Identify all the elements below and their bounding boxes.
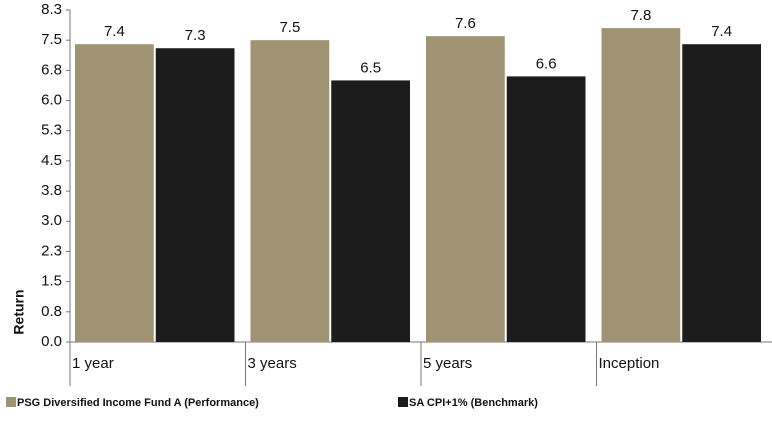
legend-swatch (6, 397, 16, 407)
y-tick-label: 1.5 (41, 273, 62, 290)
y-tick-label: 2.3 (41, 242, 62, 259)
x-tick-label: Inception (599, 355, 660, 372)
y-tick-label: 3.0 (41, 212, 62, 229)
bar (331, 80, 410, 342)
bar (155, 48, 235, 342)
data-label: 7.5 (279, 19, 300, 36)
bar (682, 44, 761, 343)
x-tick-label: 3 years (248, 355, 297, 372)
legend-label: SA CPI+1% (Benchmark) (409, 397, 538, 409)
bar (506, 76, 586, 343)
y-tick-label: 6.8 (41, 61, 62, 78)
data-label: 7.3 (185, 27, 206, 44)
data-label: 6.6 (536, 55, 557, 72)
bar (426, 36, 505, 342)
y-tick-label: 4.5 (41, 152, 62, 169)
y-tick-label: 0.8 (41, 303, 62, 320)
data-label: 7.6 (455, 15, 476, 32)
bar (250, 40, 330, 342)
x-tick-label: 5 years (423, 355, 472, 372)
data-label: 7.4 (104, 23, 125, 40)
data-label: 6.5 (360, 59, 381, 76)
y-tick-label: 5.3 (41, 122, 62, 139)
y-tick-label: 0.0 (41, 333, 62, 350)
y-tick-label: 3.8 (41, 182, 62, 199)
legend-swatch (398, 397, 408, 407)
y-tick-label: 8.3 (41, 1, 62, 18)
legend: PSG Diversified Income Fund A (Performan… (6, 397, 538, 409)
y-tick-label: 7.5 (41, 31, 62, 48)
bar (601, 28, 681, 342)
legend-label: PSG Diversified Income Fund A (Performan… (17, 397, 259, 409)
data-label: 7.8 (630, 7, 651, 24)
y-tick-label: 6.0 (41, 92, 62, 109)
x-tick-label: 1 year (72, 355, 114, 372)
bar (75, 44, 154, 343)
data-label: 7.4 (711, 23, 732, 40)
y-axis-label: Return (11, 289, 27, 334)
